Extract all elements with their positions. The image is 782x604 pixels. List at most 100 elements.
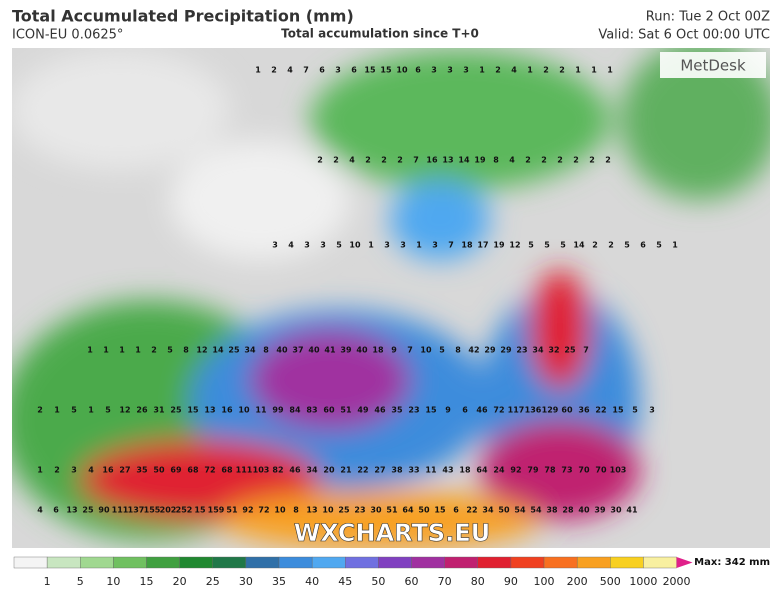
watermark: WXCHARTS.EU [294,519,490,547]
map-label: 43 [442,466,453,475]
map-label: 64 [402,506,414,515]
map-label: 5 [439,346,445,355]
map-label: 29 [484,346,496,355]
map-label: 36 [578,406,590,415]
map-label: 103 [610,466,627,475]
map-label: 99 [272,406,284,415]
map-label: 46 [289,466,301,475]
map-label: 25 [338,506,350,515]
map-label: 50 [498,506,510,515]
map-label: 72 [258,506,269,515]
map-label: 64 [476,466,488,475]
map-label: 11 [255,406,267,415]
map-label: 19 [474,156,486,165]
map-label: 22 [357,466,368,475]
map-label: 40 [308,346,320,355]
map-label: 51 [340,406,352,415]
title: Total Accumulated Precipitation (mm) [12,7,354,26]
map-label: 3 [335,66,341,75]
colorbar-tick: 200 [567,575,588,588]
colorbar-tick: 35 [272,575,286,588]
map-label: 31 [153,406,165,415]
colorbar-swatch [643,556,677,569]
map-label: 1 [54,406,60,415]
map-label: 3 [320,241,326,250]
colorbar-tick: 5 [77,575,84,588]
map-label: 1 [416,241,422,250]
colorbar-swatch [576,556,611,569]
map-label: 9 [391,346,397,355]
map-label: 90 [98,506,110,515]
colorbar-swatch [46,556,81,569]
map-label: 2 [271,66,277,75]
map-label: 2 [573,156,579,165]
colorbar-swatch [378,556,412,569]
map-label: 34 [306,466,318,475]
map-label: 35 [136,466,148,475]
colorbar-tick: 20 [173,575,187,588]
colorbar-tick: 40 [305,575,319,588]
map-label: 26 [136,406,148,415]
colorbar-swatch [13,556,48,569]
map-label: 2 [541,156,547,165]
colorbar-tick: 1 [44,575,51,588]
map-label: 28 [562,506,574,515]
colorbar-swatch [278,556,313,569]
map-label: 25 [564,346,576,355]
map-label: 41 [626,506,638,515]
map-label: 14 [458,156,470,165]
map-label: 13 [66,506,77,515]
colorbar: 1 5 10 15 20 25 30 35 40 45 50 60 70 80 90 100 200 500 100… [13,556,693,588]
map-label: 41 [324,346,336,355]
map-label: 2 [381,156,387,165]
map-label: 12 [196,346,207,355]
map-label: 51 [226,506,238,515]
map-label: 5 [656,241,662,250]
map-label: 159 [208,506,225,515]
map-label: 12 [509,241,520,250]
map-label: 46 [374,406,386,415]
map-label: 27 [119,466,130,475]
map-label: 4 [511,66,517,75]
map-label: 15 [194,506,206,515]
colorbar-tick: 2000 [663,575,691,588]
colorbar-tick: 500 [600,575,621,588]
map-label: 5 [624,241,630,250]
colorbar-tick: 15 [140,575,154,588]
map-label: 73 [561,466,572,475]
map-label: 20 [323,466,335,475]
map-label: 1 [103,346,109,355]
map-label: 1 [37,466,43,475]
map-label: 14 [573,241,585,250]
map-label: 3 [431,66,437,75]
colorbar-swatch [543,556,578,569]
map-label: 202 [160,506,177,515]
map-label: 10 [420,346,432,355]
map-label: 117 [508,406,525,415]
map-label: 40 [578,506,590,515]
map-label: 54 [514,506,526,515]
colorbar-tick: 30 [239,575,253,588]
model: ICON-EU 0.0625° [12,28,123,43]
map-label: 92 [510,466,521,475]
colorbar-tick: 50 [371,575,385,588]
colorbar-tick: 45 [338,575,352,588]
colorbar-swatch [477,556,512,569]
map-label: 15 [434,506,446,515]
map-label: 42 [468,346,479,355]
map-label: 60 [323,406,335,415]
map-label: 4 [349,156,355,165]
map-label: 1 [672,241,678,250]
map-label: 4 [37,506,43,515]
map-label: 8 [493,156,499,165]
map-label: 49 [357,406,369,415]
map-label: 5 [167,346,173,355]
map-label: 15 [380,66,392,75]
map-label: 2 [151,346,157,355]
map-label: 7 [303,66,309,75]
map-label: 10 [349,241,361,250]
map-label: 83 [306,406,317,415]
map [12,48,770,548]
map-label: 15 [364,66,376,75]
map-label: 16 [426,156,438,165]
